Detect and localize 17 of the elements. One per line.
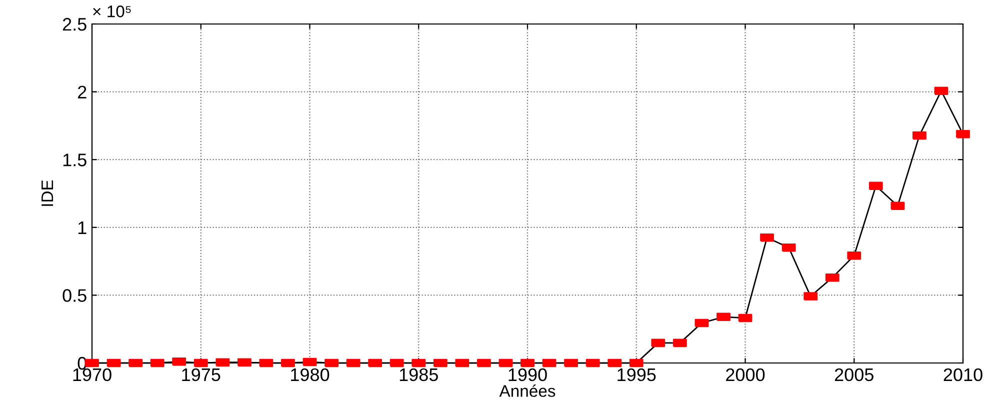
x-tick-label: 1970 xyxy=(73,368,112,382)
text: × 10⁵ xyxy=(93,6,131,18)
x-tick-label: 2005 xyxy=(834,368,874,382)
y-axis-title: IDE xyxy=(42,180,54,206)
y-tick-label: 1 xyxy=(78,222,86,234)
x-tick-label: 1975 xyxy=(182,368,220,382)
x-axis-title: Années xyxy=(499,384,556,397)
y-tick-label: 2 xyxy=(78,86,86,98)
x-tick-label: 1980 xyxy=(291,368,330,382)
x-tick-label: 1985 xyxy=(400,368,438,382)
y-tick-label: 0.5 xyxy=(62,289,86,302)
x-tick-label: 2010 xyxy=(944,368,982,382)
x-tick-label: 1990 xyxy=(508,368,547,382)
x-tick-label: 2000 xyxy=(726,368,765,382)
x-tick-label: 1995 xyxy=(618,368,656,382)
y-tick-label: 1.5 xyxy=(63,154,86,166)
y-tick-label: 2.5 xyxy=(62,18,86,31)
